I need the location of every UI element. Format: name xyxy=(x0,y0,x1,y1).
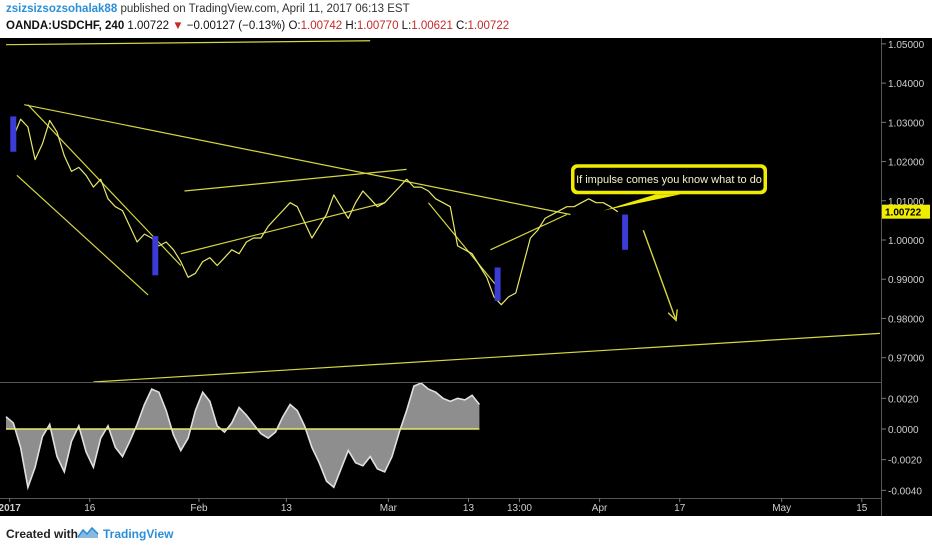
time-tick-label: Feb xyxy=(190,503,208,514)
impulse-candle xyxy=(622,214,629,250)
time-tick-label: 13 xyxy=(281,503,293,514)
oscillator-area xyxy=(6,383,480,488)
forecast-arrow-line xyxy=(642,229,677,321)
time-tick-label: May xyxy=(772,503,791,514)
oscillator-tick-label: -0.0020 xyxy=(888,456,922,467)
price-tick-label: 0.98000 xyxy=(888,314,925,325)
open-value: 1.00742 xyxy=(300,20,343,32)
last-price-badge-label: 1.00722 xyxy=(885,208,922,219)
price-pane xyxy=(5,40,881,383)
open-label: O: xyxy=(288,20,301,32)
oscillator-tick-label: 0.0000 xyxy=(888,425,919,436)
footer: Created with TradingView xyxy=(0,516,932,550)
publish-info: published on TradingView.com, April 11, … xyxy=(120,3,410,15)
price-tick-label: 1.04000 xyxy=(888,79,925,90)
symbol-line: OANDA:USDCHF, 240 1.00722 ▼ −0.00127 (−0… xyxy=(6,20,509,32)
time-tick-label: 15 xyxy=(856,503,868,514)
time-tick-label: 16 xyxy=(84,503,96,514)
author-link[interactable]: zsizsizsozsohalak88 xyxy=(6,3,118,15)
symbol-label[interactable]: OANDA:USDCHF, 240 xyxy=(6,20,125,32)
time-tick-label: Apr xyxy=(592,503,608,514)
last-price-badge xyxy=(882,204,930,219)
oscillator-pane xyxy=(5,382,481,491)
price-series-line xyxy=(12,118,619,306)
drawings-overlay: If impulse comes you know what to do xyxy=(571,164,768,322)
tradingview-link[interactable]: TradingView xyxy=(103,527,174,541)
price-change: −0.00127 (−0.13%) xyxy=(186,20,286,32)
price-tick-label: 1.00000 xyxy=(888,236,925,247)
time-tick-label: 13 xyxy=(463,503,475,514)
oscillator-tick-label: 0.0020 xyxy=(888,394,919,405)
chart-header: zsizsizsozsohalak88 published on Trading… xyxy=(0,0,932,38)
low-value: 1.00621 xyxy=(411,20,453,32)
time-tick-label: 2017 xyxy=(0,503,21,514)
trendline xyxy=(180,202,385,255)
trendline xyxy=(93,332,881,383)
impulse-candle xyxy=(10,116,17,152)
trendline xyxy=(490,213,568,251)
impulse-candle xyxy=(494,267,501,301)
trendline xyxy=(184,168,407,192)
trendline xyxy=(16,174,149,296)
chart-background xyxy=(0,38,932,516)
price-tick-label: 1.03000 xyxy=(888,118,925,129)
price-tick-label: 0.99000 xyxy=(888,275,925,286)
price-tick-label: 1.02000 xyxy=(888,158,925,169)
chart-area[interactable]: 1.05000 1.04000 1.03000 1.02000 1.01000 1.000… xyxy=(0,38,932,516)
axes: 1.05000 1.04000 1.03000 1.02000 1.01000 1.000… xyxy=(0,38,930,516)
publish-line: zsizsizsozsohalak88 published on Trading… xyxy=(6,3,410,15)
arrow-head xyxy=(667,309,678,322)
time-tick-label: 13:00 xyxy=(507,503,532,514)
callout-inner xyxy=(573,166,765,192)
callout-pointer xyxy=(603,194,682,211)
trendline xyxy=(24,104,571,216)
price-tick-label: 1.05000 xyxy=(888,40,925,51)
low-label: L: xyxy=(401,20,412,32)
tradingview-logo-icon xyxy=(77,526,99,538)
trendline xyxy=(5,40,371,46)
time-tick-label: Mar xyxy=(380,503,398,514)
price-tick-label: 0.97000 xyxy=(888,354,925,365)
down-arrow-icon: ▼ xyxy=(172,20,184,32)
callout-text: If impulse comes you know what to do xyxy=(576,174,762,186)
oscillator-tick-label: -0.0040 xyxy=(888,486,922,497)
close-value: 1.00722 xyxy=(467,20,510,32)
last-price: 1.00722 xyxy=(127,20,169,32)
close-label: C: xyxy=(456,20,468,32)
impulse-candle xyxy=(152,236,159,276)
time-tick-label: 17 xyxy=(674,503,686,514)
high-value: 1.00770 xyxy=(356,20,399,32)
high-label: H: xyxy=(345,20,357,32)
created-with-label: Created with xyxy=(6,527,79,541)
price-tick-label: 1.01000 xyxy=(888,197,925,208)
trendline xyxy=(427,202,499,288)
